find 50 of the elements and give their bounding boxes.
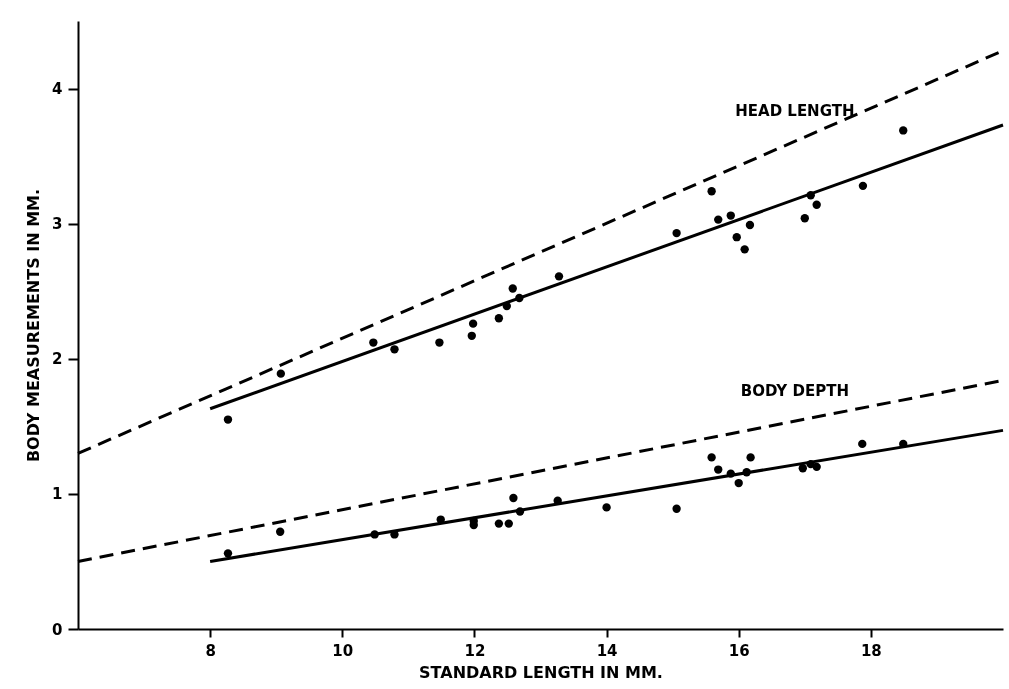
y-tick-label: 1: [52, 485, 63, 504]
y-tick-label: 3: [52, 215, 63, 234]
point: [468, 319, 478, 328]
x-tick-label: 10: [332, 641, 354, 660]
point: [707, 187, 716, 196]
point: [223, 415, 233, 424]
y-tick-label: 0: [52, 620, 63, 639]
point: [508, 284, 517, 293]
point: [798, 464, 807, 473]
point: [494, 519, 504, 528]
point: [746, 453, 755, 462]
point: [858, 439, 867, 449]
point: [812, 462, 821, 472]
x-tick-label: 8: [205, 641, 216, 660]
point: [223, 549, 233, 558]
x-tick-label: 16: [728, 641, 750, 660]
point: [745, 220, 755, 230]
point: [554, 272, 564, 281]
x-axis-title: STANDARD LENGTH IN MM.: [419, 662, 663, 682]
point: [740, 245, 749, 254]
point: [390, 345, 399, 354]
point: [369, 338, 378, 347]
point: [509, 493, 518, 503]
point: [714, 465, 723, 474]
point: [899, 126, 908, 135]
x-tick-label: 18: [860, 641, 882, 660]
point: [858, 181, 868, 191]
point: [672, 504, 681, 513]
annotation: BODY DEPTH: [740, 382, 849, 401]
point: [812, 200, 821, 209]
point: [714, 215, 723, 224]
point: [672, 228, 681, 238]
y-tick-label: 4: [52, 80, 63, 99]
point: [800, 214, 809, 223]
point: [467, 331, 476, 340]
point: [504, 519, 513, 528]
point: [732, 233, 741, 242]
point: [726, 211, 735, 220]
point: [276, 369, 286, 378]
point: [276, 527, 285, 536]
x-tick-label: 14: [596, 641, 618, 660]
y-axis-title: BODY MEASUREMENTS IN MM.: [24, 188, 44, 463]
x-tick-label: 12: [464, 641, 486, 660]
point: [707, 453, 716, 462]
point: [494, 314, 504, 323]
point: [435, 338, 444, 347]
point: [734, 478, 743, 488]
point: [602, 503, 611, 512]
annotation: HEAD LENGTH: [735, 102, 855, 121]
y-tick-label: 2: [52, 350, 63, 369]
